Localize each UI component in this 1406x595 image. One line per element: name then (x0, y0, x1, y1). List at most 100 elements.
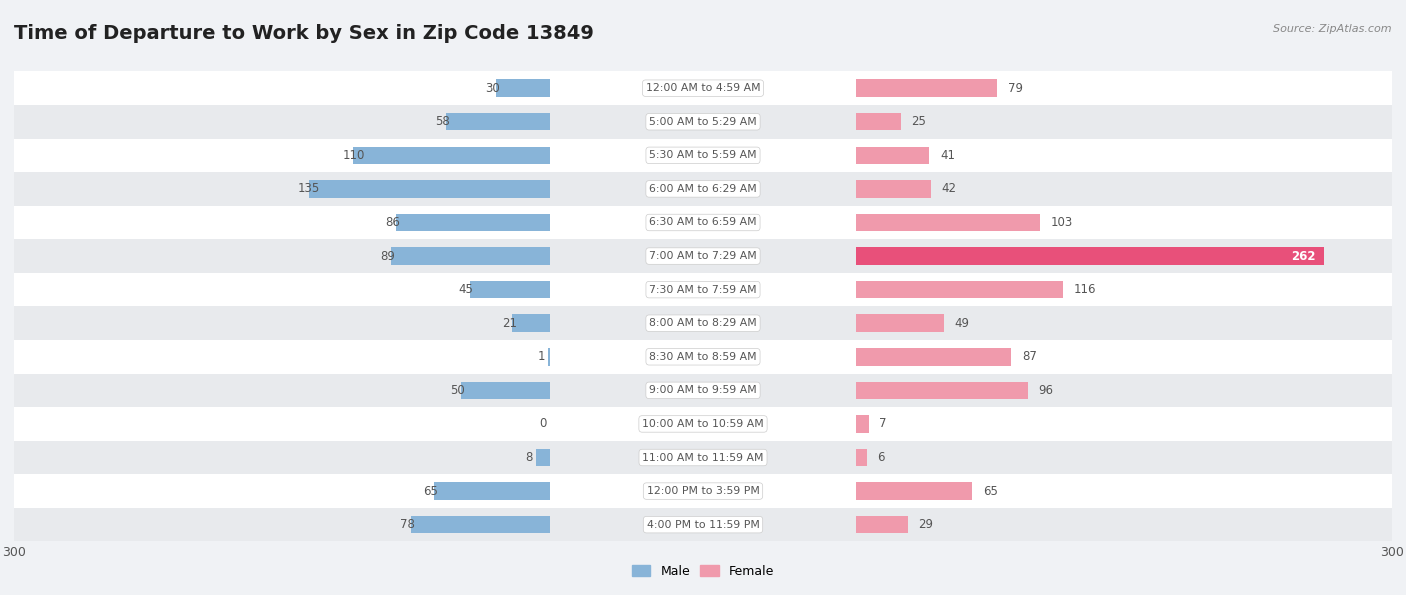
Bar (856, 340, 1392, 374)
Bar (856, 348, 1011, 365)
Bar (446, 113, 550, 130)
Bar (856, 71, 1392, 105)
Bar (856, 113, 901, 130)
Text: 49: 49 (955, 317, 969, 330)
Bar (14, 441, 550, 474)
Bar (550, 71, 856, 105)
Text: 65: 65 (423, 484, 437, 497)
Text: 29: 29 (918, 518, 934, 531)
Text: 7:30 AM to 7:59 AM: 7:30 AM to 7:59 AM (650, 284, 756, 295)
Legend: Male, Female: Male, Female (627, 560, 779, 583)
Text: 25: 25 (911, 115, 927, 129)
Text: 5:30 AM to 5:59 AM: 5:30 AM to 5:59 AM (650, 151, 756, 160)
Text: 21: 21 (502, 317, 516, 330)
Bar (856, 172, 1392, 206)
Bar (14, 508, 550, 541)
Bar (856, 281, 1063, 298)
Bar (856, 139, 1392, 172)
Bar (14, 407, 550, 441)
Bar (434, 483, 550, 500)
Text: 78: 78 (399, 518, 415, 531)
Bar (14, 172, 550, 206)
Bar (856, 105, 1392, 139)
Text: 4:00 PM to 11:59 PM: 4:00 PM to 11:59 PM (647, 519, 759, 530)
Bar (461, 381, 550, 399)
Bar (856, 407, 1392, 441)
Bar (536, 449, 550, 466)
Text: 7: 7 (879, 418, 887, 430)
Text: 262: 262 (1291, 249, 1315, 262)
Text: 116: 116 (1074, 283, 1097, 296)
Bar (856, 214, 1040, 231)
Text: 8:00 AM to 8:29 AM: 8:00 AM to 8:29 AM (650, 318, 756, 328)
Text: 50: 50 (450, 384, 464, 397)
Bar (550, 105, 856, 139)
Text: 6: 6 (877, 451, 884, 464)
Text: Source: ZipAtlas.com: Source: ZipAtlas.com (1274, 24, 1392, 34)
Text: 12:00 PM to 3:59 PM: 12:00 PM to 3:59 PM (647, 486, 759, 496)
Bar (856, 374, 1392, 407)
Bar (14, 105, 550, 139)
Bar (856, 415, 869, 433)
Bar (550, 407, 856, 441)
Text: 5:00 AM to 5:29 AM: 5:00 AM to 5:29 AM (650, 117, 756, 127)
Bar (550, 172, 856, 206)
Bar (14, 71, 550, 105)
Bar (14, 306, 550, 340)
Bar (14, 340, 550, 374)
Bar (856, 248, 1324, 265)
Text: 42: 42 (942, 183, 957, 195)
Bar (550, 206, 856, 239)
Bar (14, 474, 550, 508)
Bar (550, 139, 856, 172)
Bar (550, 474, 856, 508)
Bar (391, 248, 550, 265)
Text: 103: 103 (1050, 216, 1073, 229)
Text: 110: 110 (343, 149, 366, 162)
Bar (856, 441, 1392, 474)
Text: 10:00 AM to 10:59 AM: 10:00 AM to 10:59 AM (643, 419, 763, 429)
Text: 41: 41 (941, 149, 955, 162)
Text: 45: 45 (458, 283, 474, 296)
Text: 96: 96 (1038, 384, 1053, 397)
Bar (411, 516, 550, 533)
Bar (550, 306, 856, 340)
Text: 6:00 AM to 6:29 AM: 6:00 AM to 6:29 AM (650, 184, 756, 194)
Text: 11:00 AM to 11:59 AM: 11:00 AM to 11:59 AM (643, 453, 763, 462)
Bar (856, 306, 1392, 340)
Text: Time of Departure to Work by Sex in Zip Code 13849: Time of Departure to Work by Sex in Zip … (14, 24, 593, 43)
Bar (14, 239, 550, 273)
Bar (856, 483, 972, 500)
Bar (470, 281, 550, 298)
Text: 1: 1 (537, 350, 546, 364)
Text: 8:30 AM to 8:59 AM: 8:30 AM to 8:59 AM (650, 352, 756, 362)
Bar (856, 474, 1392, 508)
Text: 79: 79 (1008, 82, 1024, 95)
Text: 58: 58 (436, 115, 450, 129)
Bar (512, 315, 550, 332)
Bar (856, 206, 1392, 239)
Bar (14, 374, 550, 407)
Bar (550, 374, 856, 407)
Bar (550, 441, 856, 474)
Bar (856, 508, 1392, 541)
Text: 86: 86 (385, 216, 401, 229)
Bar (856, 180, 931, 198)
Bar (856, 449, 868, 466)
Bar (856, 146, 929, 164)
Text: 6:30 AM to 6:59 AM: 6:30 AM to 6:59 AM (650, 218, 756, 227)
Bar (856, 516, 908, 533)
Bar (496, 80, 550, 97)
Text: 87: 87 (1022, 350, 1038, 364)
Bar (856, 381, 1028, 399)
Bar (14, 206, 550, 239)
Bar (396, 214, 550, 231)
Bar (353, 146, 550, 164)
Bar (14, 273, 550, 306)
Text: 65: 65 (983, 484, 998, 497)
Bar (856, 273, 1392, 306)
Bar (856, 239, 1392, 273)
Text: 7:00 AM to 7:29 AM: 7:00 AM to 7:29 AM (650, 251, 756, 261)
Bar (550, 273, 856, 306)
Text: 89: 89 (380, 249, 395, 262)
